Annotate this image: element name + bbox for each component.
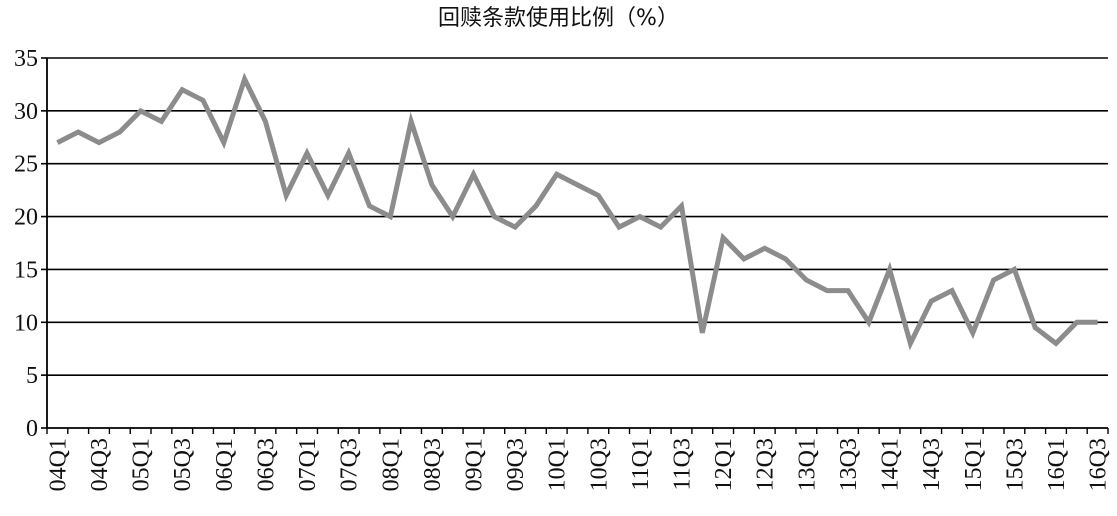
x-tick-label: 15Q3 bbox=[1002, 438, 1028, 491]
x-tick-label: 14Q3 bbox=[919, 438, 945, 491]
y-tick-label: 10 bbox=[14, 310, 38, 336]
x-tick-label: 11Q1 bbox=[628, 438, 654, 490]
series-line bbox=[56, 72, 1098, 351]
y-tick-label: 15 bbox=[14, 257, 38, 283]
x-tick-label: 04Q1 bbox=[45, 438, 71, 491]
y-tick-label: 20 bbox=[14, 205, 38, 231]
y-tick-label: 30 bbox=[14, 99, 38, 125]
x-tick-label: 11Q3 bbox=[670, 438, 696, 490]
x-tick-label: 08Q1 bbox=[378, 438, 404, 491]
x-tick-label: 10Q1 bbox=[545, 438, 571, 491]
x-tick-label: 07Q1 bbox=[295, 438, 321, 491]
x-tick-label: 06Q1 bbox=[212, 438, 238, 491]
x-tick-label: 06Q3 bbox=[253, 438, 279, 491]
x-tick-label: 08Q3 bbox=[420, 438, 446, 491]
x-tick-label: 12Q1 bbox=[711, 438, 737, 491]
x-tick-label: 16Q1 bbox=[1044, 438, 1070, 491]
x-tick-label: 16Q3 bbox=[1086, 438, 1112, 491]
x-tick-label: 10Q3 bbox=[586, 438, 612, 491]
y-tick-label: 25 bbox=[14, 152, 38, 178]
x-tick-label: 09Q3 bbox=[503, 438, 529, 491]
x-tick-label: 05Q1 bbox=[129, 438, 155, 491]
x-tick-label: 13Q3 bbox=[836, 438, 862, 491]
x-tick-label: 05Q3 bbox=[170, 438, 196, 491]
x-tick-label: 12Q3 bbox=[753, 438, 779, 491]
x-tick-label: 14Q1 bbox=[878, 438, 904, 491]
x-tick-label: 15Q1 bbox=[961, 438, 987, 491]
y-tick-label: 5 bbox=[26, 363, 38, 389]
y-tick-label: 35 bbox=[14, 46, 38, 72]
x-tick-label: 09Q1 bbox=[461, 438, 487, 491]
x-tick-label: 13Q1 bbox=[794, 438, 820, 491]
x-tick-label: 04Q3 bbox=[87, 438, 113, 491]
x-tick-label: 07Q3 bbox=[337, 438, 363, 491]
y-tick-label: 0 bbox=[26, 416, 38, 442]
chart-title: 回赎条款使用比例（%） bbox=[438, 6, 679, 31]
